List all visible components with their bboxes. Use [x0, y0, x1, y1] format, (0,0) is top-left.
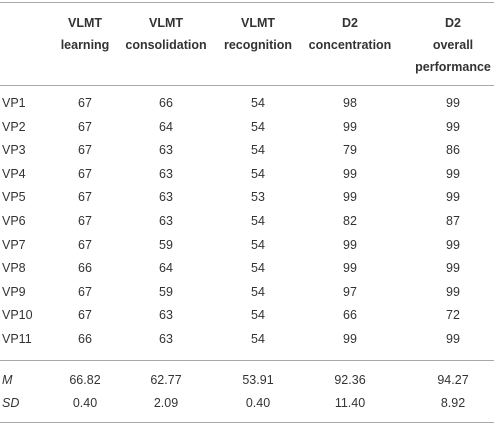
column-header: VLMT: [148, 16, 184, 30]
cell: 54: [251, 214, 265, 228]
row-label: VP10: [2, 308, 33, 323]
cell: 99: [446, 166, 460, 181]
cell: 59: [159, 284, 173, 299]
cell: 99: [446, 237, 460, 252]
row-label: M: [2, 373, 13, 387]
cell: 54: [251, 284, 265, 299]
row-label: SD: [2, 395, 20, 410]
row-label: VP5: [2, 190, 26, 205]
cell: 8.92: [440, 395, 466, 410]
column-header: VLMT: [67, 16, 103, 30]
cell: 64: [159, 261, 173, 276]
cell: 66: [343, 308, 357, 323]
cell: 54: [251, 96, 265, 110]
row-label: VP1: [2, 96, 26, 110]
cell: 54: [251, 143, 265, 158]
cell: 62.77: [150, 373, 182, 387]
row-label: VP7: [2, 237, 26, 252]
row-label: VP6: [2, 214, 26, 228]
row-label: VP3: [2, 143, 26, 158]
row-label: VP8: [2, 261, 26, 276]
cell: 67: [78, 237, 92, 252]
cell: 99: [446, 96, 460, 110]
cell: 82: [343, 214, 357, 228]
cell: 79: [343, 143, 357, 158]
cell: 99: [343, 237, 357, 252]
cell: 99: [446, 261, 460, 276]
cell: 72: [446, 308, 460, 323]
cell: 54: [251, 166, 265, 181]
cell: 99: [446, 284, 460, 299]
cell: 99: [446, 332, 460, 346]
cell: 63: [159, 332, 173, 346]
cell: 63: [159, 190, 173, 205]
cell: 67: [78, 284, 92, 299]
bottom-rule: [0, 422, 494, 423]
cell: 11.40: [334, 395, 366, 410]
cell: 66: [78, 261, 92, 276]
row-label: VP11: [2, 332, 32, 346]
column-header: overall: [432, 38, 474, 52]
header-rule: [0, 85, 494, 86]
cell: 54: [251, 332, 265, 346]
cell: 98: [343, 96, 357, 110]
row-label: VP4: [2, 166, 26, 181]
cell: 54: [251, 308, 265, 323]
column-header: D2: [342, 16, 358, 30]
cell: 67: [78, 190, 92, 205]
cell: 99: [343, 261, 357, 276]
cell: 63: [159, 308, 173, 323]
column-header: learning: [60, 38, 110, 52]
cell: 53.91: [242, 373, 274, 387]
cell: 66: [159, 96, 173, 110]
summary-rule: [0, 360, 494, 361]
cell: 99: [343, 332, 357, 346]
cell: 67: [78, 214, 92, 228]
cell: 0.40: [245, 395, 271, 410]
cell: 67: [78, 143, 92, 158]
cell: 94.27: [437, 373, 469, 387]
column-header: D2: [445, 16, 461, 30]
cell: 67: [78, 119, 92, 134]
cell: 99: [446, 119, 460, 134]
cell: 66.82: [69, 373, 101, 387]
cell: 67: [78, 166, 92, 181]
cell: 87: [446, 214, 460, 228]
cell: 63: [159, 143, 173, 158]
cell: 97: [343, 284, 357, 299]
cell: 99: [446, 190, 460, 205]
column-header: VLMT: [240, 16, 276, 30]
cell: 53: [251, 190, 265, 205]
cell: 63: [159, 166, 173, 181]
cell: 63: [159, 214, 173, 228]
cell: 54: [251, 261, 265, 276]
column-header: consolidation: [125, 38, 207, 52]
cell: 99: [343, 119, 357, 134]
cell: 66: [78, 332, 92, 346]
cell: 54: [251, 237, 265, 252]
cell: 99: [343, 166, 357, 181]
cell: 86: [446, 143, 460, 158]
cell: 99: [343, 190, 357, 205]
cell: 54: [251, 119, 265, 134]
cell: 67: [78, 96, 92, 110]
cell: 0.40: [72, 395, 98, 410]
column-header: concentration: [308, 38, 392, 52]
row-label: VP9: [2, 284, 26, 299]
row-label: VP2: [2, 119, 26, 134]
cell: 2.09: [153, 395, 179, 410]
cell: 67: [78, 308, 92, 323]
column-header: recognition: [223, 38, 293, 52]
column-header: performance: [415, 60, 491, 74]
cell: 64: [159, 119, 173, 134]
cell: 92.36: [334, 373, 366, 387]
cell: 59: [159, 237, 173, 252]
top-rule: [0, 2, 494, 3]
